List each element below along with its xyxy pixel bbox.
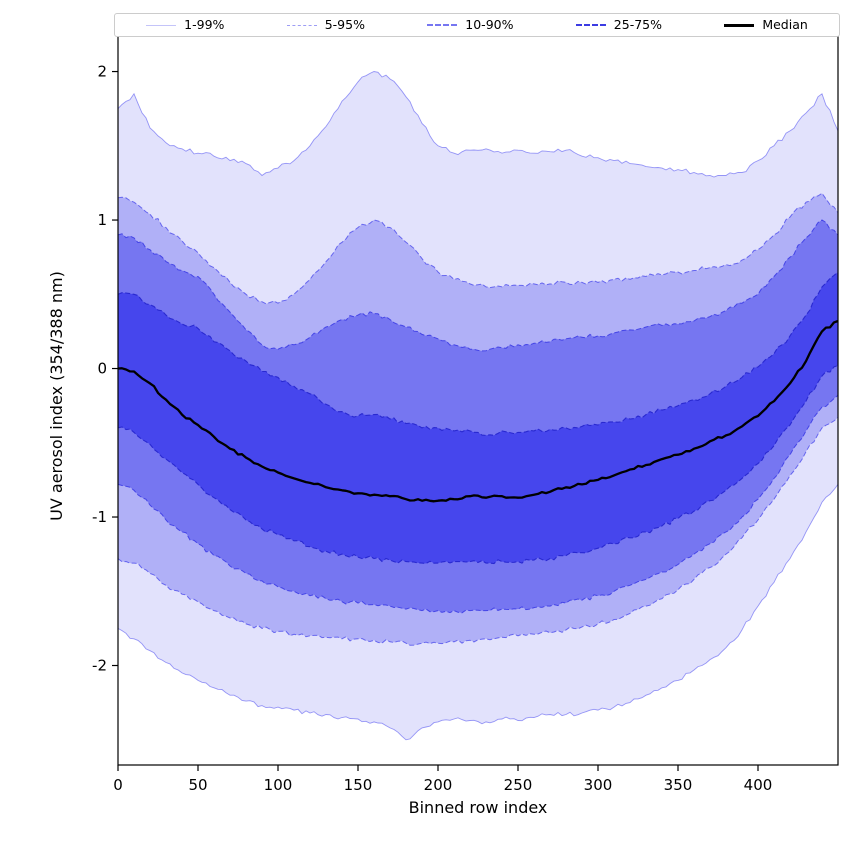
legend-line-sample-25-75	[575, 24, 606, 26]
band-edge-p99	[118, 71, 838, 178]
legend-item-1-99: 1-99%	[146, 16, 225, 32]
y-tick-label: 2	[97, 63, 107, 81]
y-tick-label: 0	[97, 360, 107, 378]
band-edge-p5	[118, 417, 838, 646]
legend-item-25-75: 25-75%	[575, 16, 662, 32]
x-tick-label: 400	[744, 776, 773, 794]
legend-label-median: Median	[762, 16, 808, 32]
legend-item-median: Median	[724, 16, 808, 32]
legend-line-sample-5-95	[286, 24, 317, 26]
band-edge-p25	[118, 365, 838, 565]
x-tick-label: 100	[264, 776, 293, 794]
plot-bands	[118, 71, 838, 741]
x-tick-label: 50	[188, 776, 207, 794]
x-tick-label: 250	[504, 776, 533, 794]
x-tick-label: 300	[584, 776, 613, 794]
legend-item-5-95: 5-95%	[286, 16, 365, 32]
legend-line-sample-median	[724, 23, 755, 27]
legend-label-10-90: 10-90%	[465, 16, 514, 32]
legend-label-1-99: 1-99%	[184, 16, 225, 32]
y-tick-label: -2	[92, 657, 107, 675]
x-tick-label: 0	[113, 776, 123, 794]
legend-line-sample-10-90	[427, 24, 458, 26]
chart-legend: 1-99% 5-95% 10-90% 25-75% Median	[114, 13, 840, 37]
median-line	[118, 319, 838, 503]
x-tick-label: 200	[424, 776, 453, 794]
legend-label-25-75: 25-75%	[613, 16, 662, 32]
y-axis: -2 -1 0 1 2	[92, 63, 118, 675]
y-tick-label: 1	[97, 211, 107, 229]
legend-line-sample-1-99	[146, 24, 177, 26]
y-axis-label: UV aerosol index (354/388 nm)	[47, 271, 66, 521]
x-axis-label: Binned row index	[409, 798, 548, 817]
x-tick-label: 150	[344, 776, 373, 794]
x-tick-label: 350	[664, 776, 693, 794]
band-edge-p10	[118, 394, 838, 614]
band-edge-p1	[118, 484, 838, 741]
band-edge-p90	[118, 219, 838, 352]
band-edge-p95	[118, 192, 838, 305]
legend-label-5-95: 5-95%	[324, 16, 365, 32]
y-tick-label: -1	[92, 508, 107, 526]
x-axis: 0 50 100 150 200 250 300 350 400	[113, 765, 772, 794]
band-fill-25-75	[118, 272, 838, 564]
band-edge-p75	[118, 271, 838, 436]
legend-item-10-90: 10-90%	[427, 16, 514, 32]
